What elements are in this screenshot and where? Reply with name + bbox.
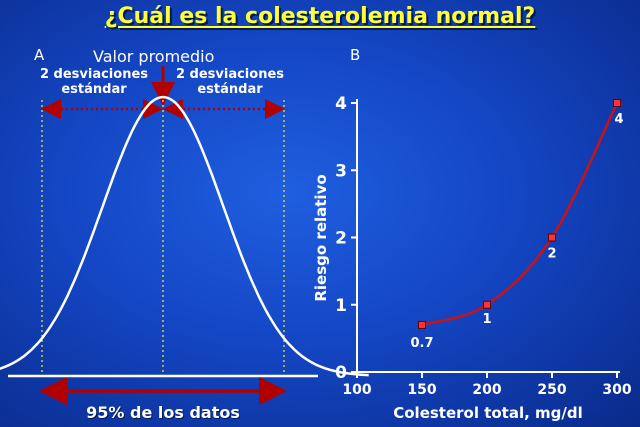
data-label: 0.7 — [410, 336, 433, 351]
data-point — [548, 233, 556, 242]
x-tick-label: 150 — [407, 382, 436, 398]
data-point — [418, 320, 426, 329]
slide-title: ¿Cuál es la colesterolemia normal? — [104, 4, 536, 29]
data-label: 4 — [614, 112, 623, 127]
x-axis-title: Colesterol total, mg/dl — [393, 404, 583, 422]
left-sd-label-line2: estándar — [61, 82, 127, 97]
y-axis-title: Riesgo relativo — [312, 174, 330, 301]
data-label: 1 — [482, 312, 491, 327]
data-point — [483, 300, 491, 309]
panel-a: A Valor promedio 2 desviaciones estándar… — [0, 46, 369, 422]
right-sd-label-line1: 2 desviaciones — [176, 67, 284, 82]
ninety-five-label: 95% de los datos — [86, 403, 240, 422]
x-tick-label: 250 — [537, 382, 566, 398]
left-sd-label-line1: 2 desviaciones — [40, 67, 148, 82]
x-tick-label: 300 — [602, 382, 631, 398]
data-label: 2 — [547, 247, 556, 262]
y-tick-label: 1 — [335, 296, 347, 316]
x-tick-label: 100 — [342, 382, 371, 398]
data-point — [613, 99, 621, 107]
panel-a-letter: A — [34, 46, 45, 64]
panel-b: B 0 1 2 3 4 100 150 200 250 300 Colesterol total, … — [312, 46, 632, 422]
x-tick-label: 200 — [472, 382, 501, 398]
mean-label: Valor promedio — [93, 47, 214, 66]
risk-chart: 0 1 2 3 4 100 150 200 250 300 Colesterol total, mg… — [312, 94, 632, 422]
panel-b-letter: B — [350, 46, 360, 64]
bell-curve — [0, 95, 369, 377]
y-tick-label: 4 — [335, 94, 347, 114]
y-tick-label: 2 — [335, 229, 347, 249]
risk-line — [421, 102, 619, 327]
y-tick-label: 3 — [335, 161, 347, 181]
right-sd-label-line2: estándar — [197, 82, 263, 97]
y-tick-label: 0 — [335, 363, 347, 383]
